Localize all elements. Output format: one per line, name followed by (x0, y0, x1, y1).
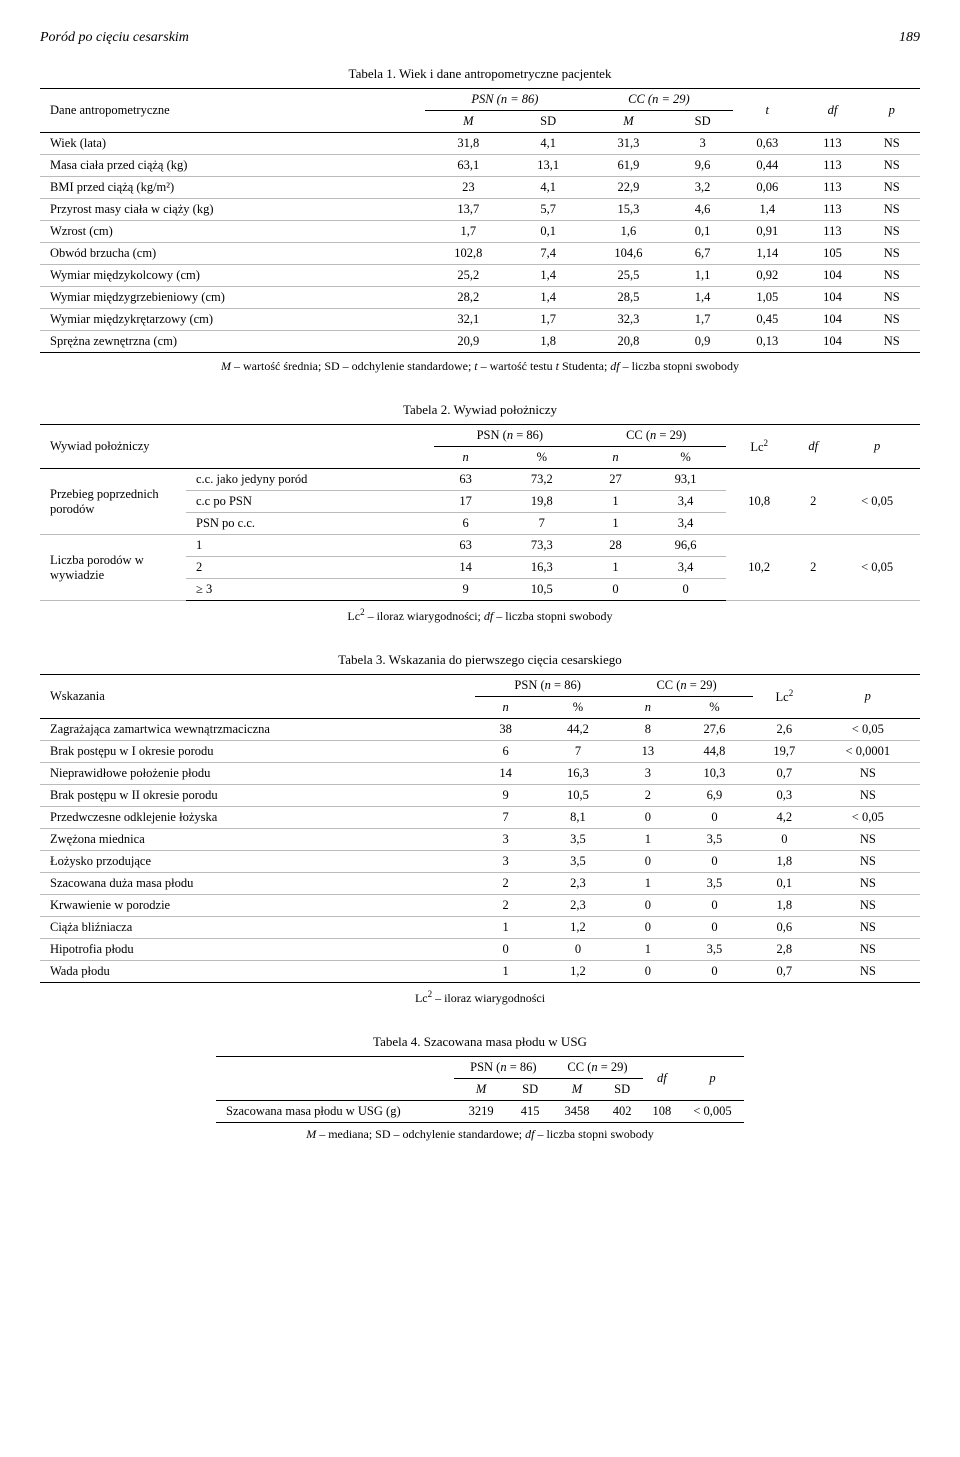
t1-psn-head: PSN (n = 86) (471, 92, 538, 106)
row-label: Nieprawidłowe położenie płodu (40, 763, 475, 785)
running-title: Poród po cięciu cesarskim (40, 30, 189, 46)
row-label: Brak postępu w II okresie porodu (40, 785, 475, 807)
table-row: Przebieg poprzednich porodówc.c. jako je… (40, 469, 920, 491)
table-row: Wymiar międzykolcowy (cm) 25,21,4 25,51,… (40, 265, 920, 287)
table-row: Brak postępu w I okresie porodu 67 1344,… (40, 741, 920, 763)
t2-cc-head: CC (n = 29) (586, 425, 726, 447)
group-label: Przebieg poprzednich porodów (40, 469, 186, 535)
t3-lc: Lc2 (753, 675, 815, 719)
table-row: Hipotrofia płodu 00 13,5 2,8NS (40, 939, 920, 961)
row-label: Krwawienie w porodzie (40, 895, 475, 917)
t1-t: t (733, 89, 801, 133)
row-label: Łożysko przodujące (40, 851, 475, 873)
row-label: Wiek (lata) (40, 133, 425, 155)
t3-cc-head: CC (n = 29) (620, 675, 753, 697)
t1-p: p (863, 89, 920, 133)
t2-lc: Lc2 (726, 425, 792, 469)
t1-m: M (425, 111, 512, 133)
table-row: Wiek (lata) 31,84,1 31,33 0,63113NS (40, 133, 920, 155)
t1-cc-head: CC (n = 29) (628, 92, 690, 106)
table-row: Przedwczesne odklejenie łożyska 78,1 00 … (40, 807, 920, 829)
row-label: Wymiar międzygrzebieniowy (cm) (40, 287, 425, 309)
t1-group-head: Dane antropometryczne (40, 89, 425, 133)
table-row: Wada płodu 11,2 00 0,7NS (40, 961, 920, 983)
t1-footnote: M – wartość średnia; SD – odchylenie sta… (40, 359, 920, 374)
t2-group-head: Wywiad położniczy (40, 425, 434, 469)
table-row: Łożysko przodujące 33,5 00 1,8NS (40, 851, 920, 873)
t2-footnote: Lc2 – iloraz wiarygodności; df – liczba … (40, 607, 920, 624)
table-row: Wymiar międzykrętarzowy (cm) 32,11,7 32,… (40, 309, 920, 331)
row-label: Wada płodu (40, 961, 475, 983)
row-label: Szacowana duża masa płodu (40, 873, 475, 895)
t1-caption: Tabela 1. Wiek i dane antropometryczne p… (40, 66, 920, 82)
t4-row-label: Szacowana masa płodu w USG (g) (216, 1101, 454, 1123)
row-label: Hipotrofia płodu (40, 939, 475, 961)
row-label: Masa ciała przed ciążą (kg) (40, 155, 425, 177)
t1-table: Dane antropometryczne PSN (n = 86) CC (n… (40, 88, 920, 353)
row-label: Przyrost masy ciała w ciąży (kg) (40, 199, 425, 221)
t2-table: Wywiad położniczy PSN (n = 86) CC (n = 2… (40, 424, 920, 601)
table-row: Wymiar międzygrzebieniowy (cm) 28,21,4 2… (40, 287, 920, 309)
t4-psn: PSN (n = 86) (454, 1057, 552, 1079)
t4-caption: Tabela 4. Szacowana masa płodu w USG (40, 1034, 920, 1050)
page-number: 189 (899, 30, 920, 46)
row-label: Brak postępu w I okresie porodu (40, 741, 475, 763)
t3-psn-head: PSN (n = 86) (475, 675, 620, 697)
row-label: Zagrażająca zamartwica wewnątrzmaciczna (40, 719, 475, 741)
table-row: Zagrażająca zamartwica wewnątrzmaciczna … (40, 719, 920, 741)
row-label: Przedwczesne odklejenie łożyska (40, 807, 475, 829)
table-row: Brak postępu w II okresie porodu 910,5 2… (40, 785, 920, 807)
table-row: Obwód brzucha (cm) 102,87,4 104,66,7 1,1… (40, 243, 920, 265)
t2-psn-head: PSN (n = 86) (434, 425, 586, 447)
table-row: BMI przed ciążą (kg/m²) 234,1 22,93,2 0,… (40, 177, 920, 199)
table-row: Zwężona miednica 33,5 13,5 0NS (40, 829, 920, 851)
row-label: Obwód brzucha (cm) (40, 243, 425, 265)
table-row: Ciąża bliźniacza 11,2 00 0,6NS (40, 917, 920, 939)
table-row: Wzrost (cm) 1,70,1 1,60,1 0,91113NS (40, 221, 920, 243)
row-label: Wzrost (cm) (40, 221, 425, 243)
t1-sd: SD (512, 111, 585, 133)
t4-cc: CC (n = 29) (552, 1057, 642, 1079)
table-row: Sprężna zewnętrzna (cm) 20,91,8 20,80,9 … (40, 331, 920, 353)
t1-df: df (801, 89, 863, 133)
t3-caption: Tabela 3. Wskazania do pierwszego cięcia… (40, 652, 920, 668)
t3-group-head: Wskazania (40, 675, 475, 719)
t2-caption: Tabela 2. Wywiad położniczy (40, 402, 920, 418)
table-row: Krwawienie w porodzie 22,3 00 1,8NS (40, 895, 920, 917)
row-label: Zwężona miednica (40, 829, 475, 851)
row-label: BMI przed ciążą (kg/m²) (40, 177, 425, 199)
t3-table: Wskazania PSN (n = 86) CC (n = 29) Lc2 p… (40, 674, 920, 983)
row-label: Wymiar międzykrętarzowy (cm) (40, 309, 425, 331)
table-row: Liczba porodów w wywiadzie1 6373,3 2896,… (40, 535, 920, 557)
row-label: Wymiar międzykolcowy (cm) (40, 265, 425, 287)
t3-footnote: Lc2 – iloraz wiarygodności (40, 989, 920, 1006)
page-header: Poród po cięciu cesarskim 189 (40, 30, 920, 46)
table-row: Nieprawidłowe położenie płodu 1416,3 310… (40, 763, 920, 785)
group-label: Liczba porodów w wywiadzie (40, 535, 186, 601)
table-row: Przyrost masy ciała w ciąży (kg) 13,75,7… (40, 199, 920, 221)
table-row: Szacowana duża masa płodu 22,3 13,5 0,1N… (40, 873, 920, 895)
row-label: Ciąża bliźniacza (40, 917, 475, 939)
row-label: Sprężna zewnętrzna (cm) (40, 331, 425, 353)
table-row: Masa ciała przed ciążą (kg) 63,113,1 61,… (40, 155, 920, 177)
t4-table: PSN (n = 86) CC (n = 29) df p M SD M SD … (216, 1056, 744, 1123)
t4-footnote: M – mediana; SD – odchylenie standardowe… (40, 1127, 920, 1142)
